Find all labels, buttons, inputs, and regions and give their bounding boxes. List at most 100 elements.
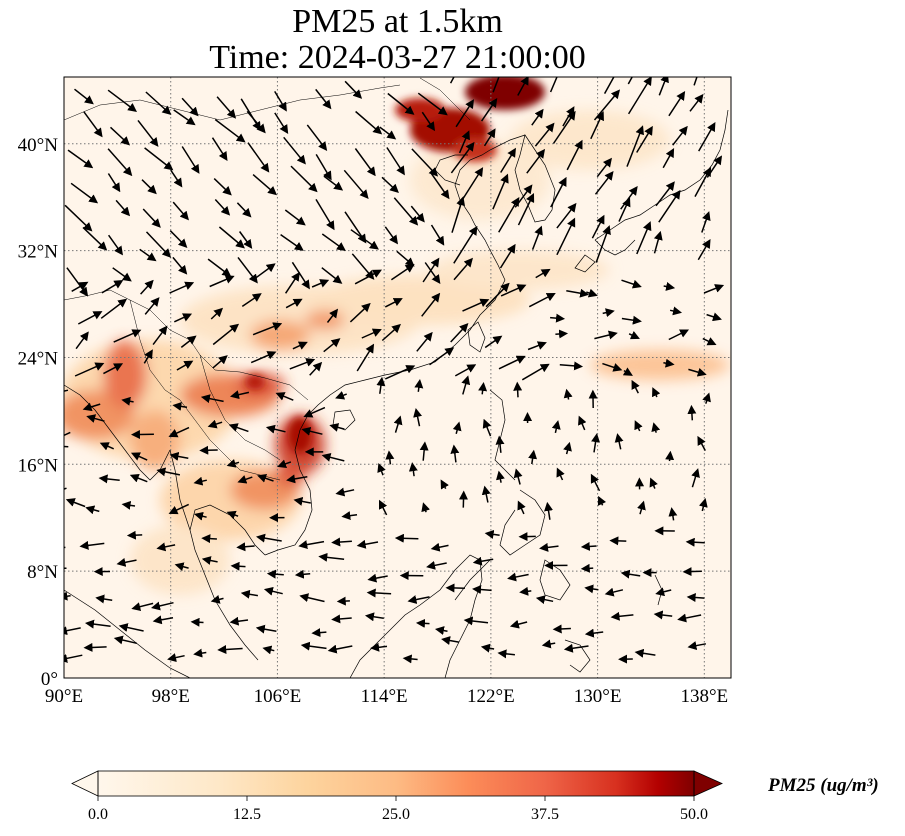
lon-tick-label: 114°E	[361, 686, 408, 707]
wind-arrow	[311, 628, 327, 638]
wind-arrow	[293, 497, 311, 506]
wind-arrow	[677, 613, 702, 623]
wind-arrow	[655, 587, 672, 597]
wind-arrow	[216, 96, 237, 119]
wind-arrow	[426, 560, 447, 570]
wind-arrow	[417, 92, 448, 116]
wind-arrow	[236, 542, 255, 552]
colorbar-tick-label: 25.0	[382, 806, 410, 823]
wind-arrow	[207, 419, 223, 429]
wind-arrow	[701, 211, 711, 233]
wind-arrow	[390, 263, 415, 281]
wind-arrow	[408, 462, 418, 477]
wind-arrow	[141, 179, 157, 195]
wind-arrow	[450, 444, 460, 463]
wind-arrow	[500, 147, 516, 173]
wind-arrow	[634, 420, 643, 432]
wind-arrow	[658, 189, 681, 223]
wind-arrow	[300, 641, 327, 651]
lat-tick-label: 8°N	[27, 562, 58, 583]
wind-arrow	[213, 178, 232, 196]
lon-tick-label: 138°E	[680, 686, 728, 707]
wind-arrow	[698, 122, 716, 152]
wind-arrow	[445, 583, 465, 593]
wind-arrow	[218, 226, 245, 249]
map-frame	[63, 76, 732, 679]
wind-arrow	[65, 498, 86, 508]
wind-arrow	[379, 126, 397, 140]
wind-arrow	[563, 643, 589, 653]
wind-arrow	[217, 644, 243, 654]
wind-arrow	[212, 355, 228, 369]
wind-arrow	[152, 325, 168, 346]
wind-arrow	[107, 89, 137, 112]
wind-arrow	[343, 169, 369, 200]
wind-arrow	[200, 394, 224, 404]
wind-arrow	[663, 358, 675, 368]
wind-arrow	[349, 302, 371, 323]
wind-arrow	[107, 234, 124, 256]
wind-arrow	[440, 479, 449, 490]
wind-arrow	[181, 146, 200, 174]
wind-arrow	[480, 98, 498, 122]
wind-arrow	[366, 588, 392, 598]
wind-arrow	[702, 337, 717, 346]
wind-arrow	[430, 542, 449, 552]
wind-arrow	[387, 92, 415, 115]
wind-arrow	[686, 592, 705, 602]
wind-arrow	[318, 552, 345, 562]
wind-arrow	[393, 197, 419, 226]
wind-arrow	[429, 347, 455, 366]
wind-arrow	[118, 623, 144, 632]
wind-arrow	[156, 467, 181, 477]
wind-arrow	[484, 529, 500, 539]
map-title-line1: PM25 at 1.5km	[292, 3, 503, 40]
wind-arrow	[668, 91, 686, 117]
wind-arrow	[274, 112, 289, 134]
wind-arrow	[509, 619, 528, 629]
wind-arrow	[682, 567, 702, 577]
wind-arrow	[292, 341, 308, 350]
wind-arrow	[263, 586, 283, 596]
lon-tick-label: 106°E	[254, 686, 302, 707]
wind-arrow	[341, 511, 358, 521]
wind-arrow	[311, 279, 330, 288]
wind-arrow	[637, 500, 646, 515]
wind-arrow	[556, 217, 576, 256]
wind-arrow	[513, 468, 523, 485]
wind-arrow	[402, 654, 418, 664]
wind-arrow	[190, 617, 204, 627]
wind-arrow	[603, 77, 615, 94]
wind-arrow	[550, 176, 567, 208]
wind-arrow	[622, 367, 633, 376]
wind-arrow	[121, 396, 134, 406]
wind-arrow	[429, 171, 450, 200]
wind-arrow	[539, 542, 559, 552]
lon-tick-label: 122°E	[467, 686, 515, 707]
wind-arrow	[85, 505, 100, 515]
wind-arrow	[173, 313, 193, 323]
wind-arrow	[331, 537, 352, 547]
wind-arrow	[702, 392, 711, 404]
wind-arrow	[275, 392, 294, 401]
wind-arrow	[556, 467, 565, 481]
wind-arrow	[130, 452, 148, 461]
wind-arrow	[173, 109, 196, 126]
wind-arrow	[131, 602, 154, 612]
wind-arrow	[689, 93, 704, 112]
wind-arrow	[653, 230, 663, 254]
wind-arrow	[367, 573, 388, 583]
wind-arrow	[415, 618, 430, 628]
colorbar-tick-label: 37.5	[531, 806, 559, 823]
wind-arrow	[381, 323, 401, 342]
wind-arrow	[452, 421, 462, 434]
wind-arrow	[156, 542, 176, 552]
wind-arrow	[430, 224, 445, 246]
wind-arrow	[113, 635, 137, 645]
wind-arrow	[238, 231, 253, 249]
wind-arrow	[597, 495, 607, 506]
wind-arrow	[142, 208, 161, 228]
wind-arrow	[240, 589, 259, 599]
wind-arrow	[351, 253, 375, 280]
wind-arrow	[669, 306, 683, 316]
